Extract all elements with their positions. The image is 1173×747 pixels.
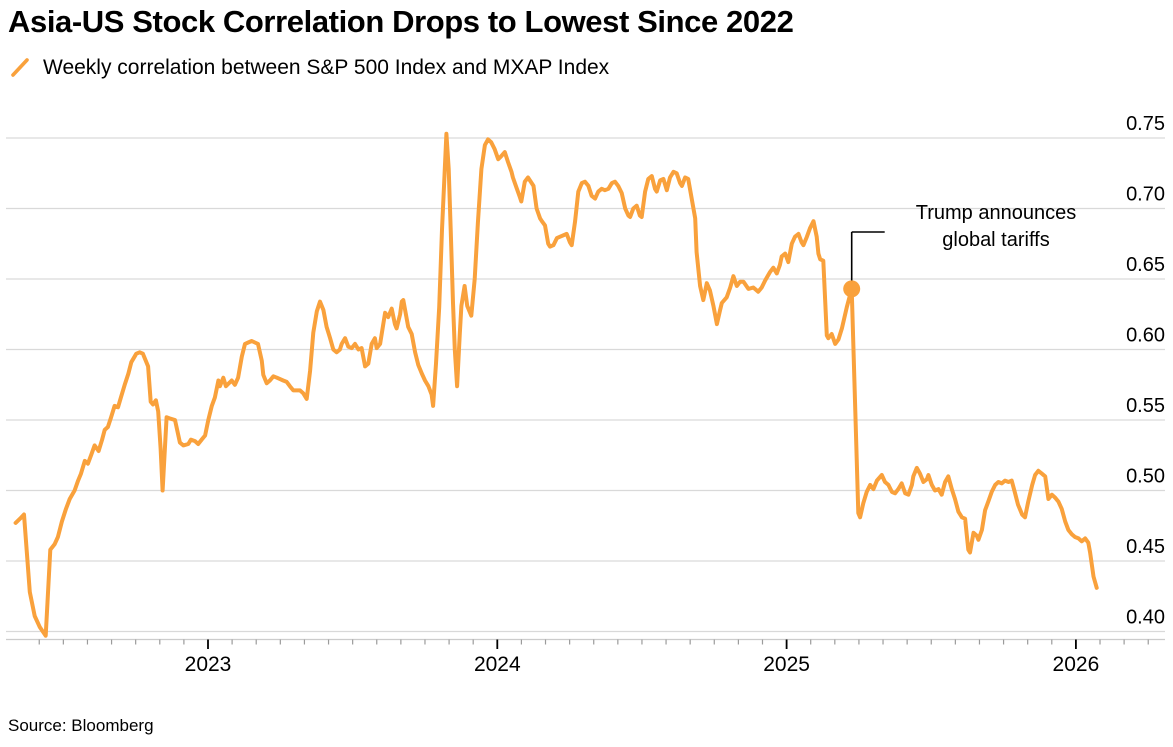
annotation-line-2: global tariffs xyxy=(942,229,1050,251)
chart-title: Asia-US Stock Correlation Drops to Lowes… xyxy=(8,4,794,39)
y-axis-label: 0.55 xyxy=(1126,395,1165,417)
source-label: Source: Bloomberg xyxy=(8,716,154,735)
x-axis-label: 2024 xyxy=(474,653,521,676)
x-axis-label: 2023 xyxy=(185,653,232,676)
legend-line-icon xyxy=(11,58,29,77)
y-axis-label: 0.65 xyxy=(1126,254,1165,276)
y-axis-label: 0.50 xyxy=(1126,466,1165,488)
annotation-text: Trump announces global tariffs xyxy=(888,200,1104,254)
y-axis-label: 0.45 xyxy=(1126,536,1165,558)
y-axis-label: 0.70 xyxy=(1126,184,1165,206)
x-axis-label: 2025 xyxy=(763,653,810,676)
y-axis-label: 0.60 xyxy=(1126,325,1165,347)
y-axis-label: 0.75 xyxy=(1126,113,1165,135)
correlation-series-line xyxy=(13,131,1099,638)
y-axis-label: 0.40 xyxy=(1126,607,1165,629)
legend-label: Weekly correlation between S&P 500 Index… xyxy=(43,56,610,79)
x-axis-label: 2026 xyxy=(1053,653,1100,676)
annotation-line-1: Trump announces xyxy=(915,202,1077,224)
annotation-dot xyxy=(843,280,861,298)
legend: Weekly correlation between S&P 500 Index… xyxy=(10,56,609,80)
